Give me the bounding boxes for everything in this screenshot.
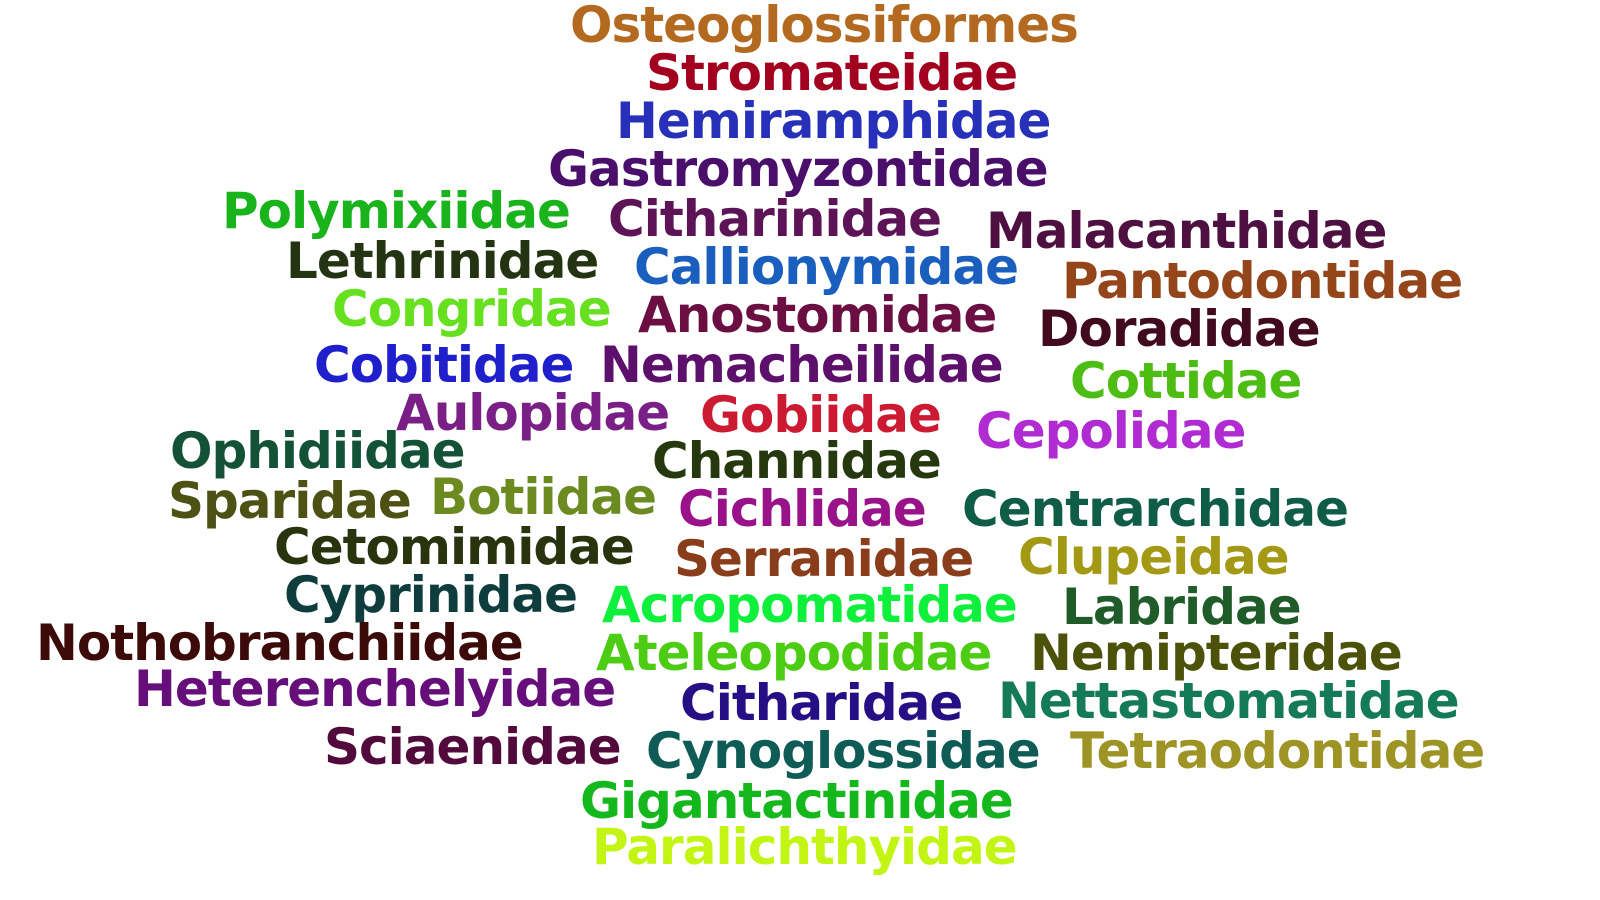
word-labridae: Labridae bbox=[1062, 578, 1302, 636]
word-nemacheilidae: Nemacheilidae bbox=[600, 336, 1004, 394]
word-osteoglossiformes: Osteoglossiformes bbox=[570, 0, 1079, 54]
word-malacanthidae: Malacanthidae bbox=[986, 202, 1387, 260]
word-ophidiidae: Ophidiidae bbox=[170, 422, 466, 480]
word-cottidae: Cottidae bbox=[1070, 352, 1302, 410]
word-clupeidae: Clupeidae bbox=[1018, 528, 1290, 586]
word-ateleopodidae: Ateleopodidae bbox=[596, 624, 992, 682]
word-sciaenidae: Sciaenidae bbox=[324, 718, 622, 776]
word-acropomatidae: Acropomatidae bbox=[602, 576, 1018, 634]
word-sparidae: Sparidae bbox=[168, 472, 412, 530]
word-aulopidae: Aulopidae bbox=[396, 384, 670, 442]
word-heterenchelyidae: Heterenchelyidae bbox=[134, 660, 616, 718]
word-callionymidae: Callionymidae bbox=[634, 238, 1019, 296]
word-citharidae: Citharidae bbox=[680, 674, 963, 732]
word-stromateidae: Stromateidae bbox=[646, 44, 1018, 102]
word-centrarchidae: Centrarchidae bbox=[962, 480, 1349, 538]
word-pantodontidae: Pantodontidae bbox=[1062, 252, 1463, 310]
word-gobiidae: Gobiidae bbox=[700, 386, 942, 444]
word-botiidae: Botiidae bbox=[430, 468, 657, 526]
word-cetomimidae: Cetomimidae bbox=[274, 518, 635, 576]
word-hemiramphidae: Hemiramphidae bbox=[616, 92, 1051, 150]
word-nothobranchiidae: Nothobranchiidae bbox=[36, 614, 524, 672]
word-nettastomatidae: Nettastomatidae bbox=[998, 672, 1460, 730]
word-nemipteridae: Nemipteridae bbox=[1030, 624, 1403, 682]
word-anostomidae: Anostomidae bbox=[638, 286, 997, 344]
word-citharinidae: Citharinidae bbox=[608, 190, 942, 248]
word-gastromyzontidae: Gastromyzontidae bbox=[548, 140, 1049, 198]
word-polymixiidae: Polymixiidae bbox=[222, 182, 571, 240]
word-cichlidae: Cichlidae bbox=[678, 480, 927, 538]
word-channidae: Channidae bbox=[652, 432, 942, 490]
word-lethrinidae: Lethrinidae bbox=[286, 232, 599, 290]
word-cyprinidae: Cyprinidae bbox=[284, 566, 578, 624]
word-cynoglossidae: Cynoglossidae bbox=[646, 722, 1041, 780]
word-paralichthyidae: Paralichthyidae bbox=[592, 818, 1018, 876]
word-tetraodontidae: Tetraodontidae bbox=[1070, 722, 1485, 780]
word-congridae: Congridae bbox=[332, 280, 612, 338]
word-serranidae: Serranidae bbox=[674, 530, 974, 588]
word-cobitidae: Cobitidae bbox=[314, 336, 574, 394]
word-gigantactinidae: Gigantactinidae bbox=[580, 772, 1014, 830]
word-doradidae: Doradidae bbox=[1038, 300, 1321, 358]
word-cepolidae: Cepolidae bbox=[976, 402, 1246, 460]
